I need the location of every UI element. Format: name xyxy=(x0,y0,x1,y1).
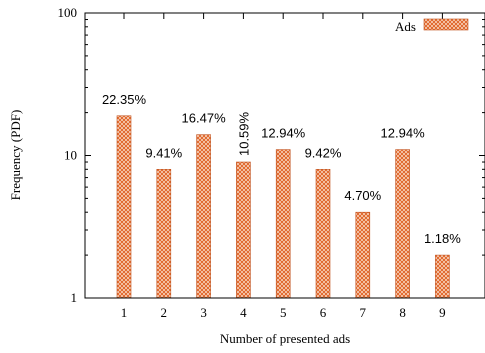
x-tick-label: 2 xyxy=(161,305,168,320)
legend-label: Ads xyxy=(395,19,416,34)
bar xyxy=(275,149,291,299)
y-tick-label: 10 xyxy=(64,148,77,163)
bar xyxy=(116,115,132,299)
x-tick-label: 6 xyxy=(320,305,327,320)
x-tick-label: 8 xyxy=(399,305,406,320)
legend-swatch xyxy=(423,18,469,31)
bar xyxy=(315,169,331,299)
data-label: 9.42% xyxy=(305,145,342,160)
data-label: 12.94% xyxy=(381,126,426,141)
data-label: 1.18% xyxy=(424,231,461,246)
data-label: 4.70% xyxy=(344,188,381,203)
plot-frame xyxy=(84,12,485,299)
x-tick-label: 9 xyxy=(439,305,446,320)
y-axis-label: Frequency (PDF) xyxy=(8,110,23,201)
x-tick-label: 4 xyxy=(240,305,247,320)
bar xyxy=(156,169,172,299)
x-tick-label: 7 xyxy=(360,305,367,320)
data-label: 16.47% xyxy=(182,111,227,126)
bar xyxy=(196,134,211,299)
bar xyxy=(435,254,450,299)
x-axis-label: Number of presented ads xyxy=(220,331,350,346)
bar xyxy=(395,149,410,299)
x-tick-label: 5 xyxy=(280,305,287,320)
x-tick-label: 3 xyxy=(200,305,207,320)
y-tick-label: 100 xyxy=(58,5,78,20)
data-label: 10.59% xyxy=(236,111,251,156)
data-label: 12.94% xyxy=(261,126,306,141)
y-tick-label: 1 xyxy=(71,290,78,305)
data-label: 22.35% xyxy=(102,92,147,107)
x-tick-label: 1 xyxy=(121,305,128,320)
bar xyxy=(236,161,251,299)
data-label: 9.41% xyxy=(145,145,182,160)
bar xyxy=(355,211,371,299)
legend: Ads xyxy=(395,18,469,34)
